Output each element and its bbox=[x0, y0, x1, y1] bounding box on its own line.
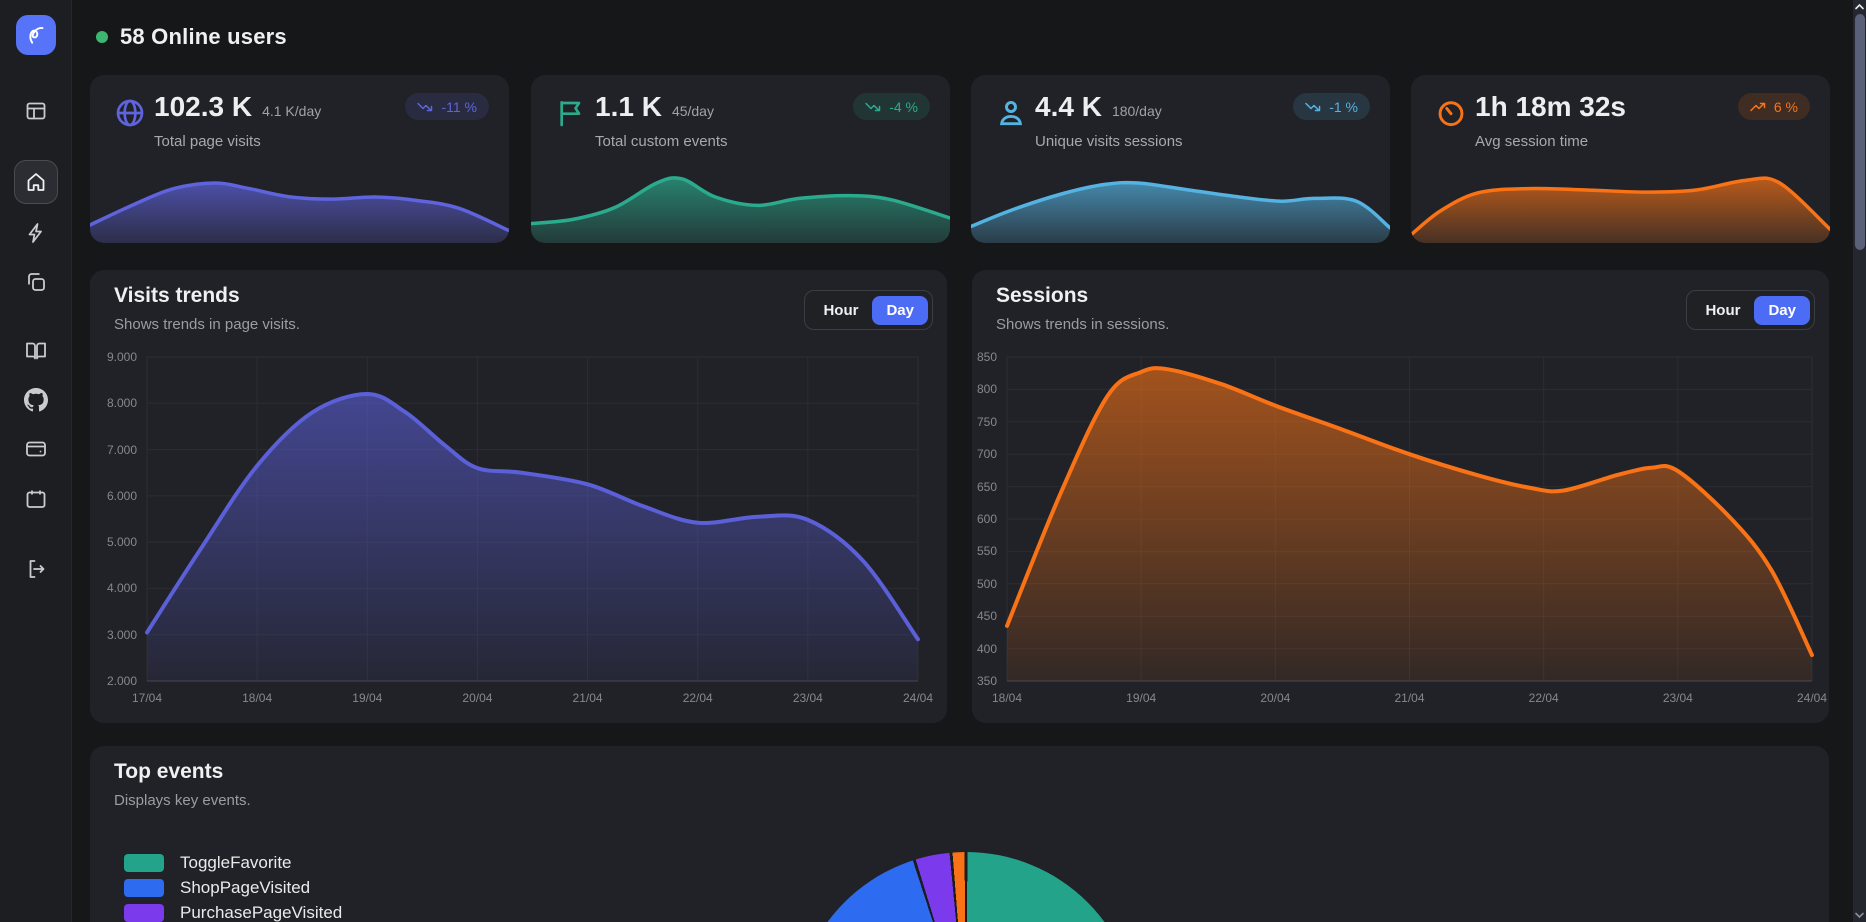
legend-item-shoppagevisited[interactable]: ShopPageVisited bbox=[124, 878, 342, 897]
stat-per-day: 4.1 K/day bbox=[262, 103, 322, 119]
scrollbar-thumb[interactable] bbox=[1854, 14, 1865, 250]
zap-icon bbox=[24, 221, 48, 245]
panel-subtitle: Displays key events. bbox=[114, 792, 251, 809]
online-users-header: 58 Online users bbox=[96, 24, 287, 50]
calendar-icon bbox=[24, 487, 48, 511]
stat-sparkline bbox=[90, 181, 509, 243]
stat-label: Total custom events bbox=[595, 133, 728, 150]
top-events-pie-chart[interactable] bbox=[794, 852, 1138, 922]
stat-label: Unique visits sessions bbox=[1035, 133, 1183, 150]
panel-title: Sessions bbox=[996, 284, 1089, 307]
app-logo[interactable] bbox=[16, 15, 56, 55]
home-icon bbox=[24, 170, 48, 194]
sidebar-item-pages[interactable] bbox=[14, 260, 58, 304]
trend-badge: -4 % bbox=[853, 93, 930, 120]
stat-card-page-visits: 102.3 K 4.1 K/day Total page visits -11 … bbox=[90, 75, 509, 243]
stat-sparkline bbox=[531, 176, 950, 243]
panel-title: Top events bbox=[114, 760, 224, 783]
stat-value: 102.3 K bbox=[154, 91, 253, 122]
stat-label: Avg session time bbox=[1475, 133, 1589, 150]
legend-item-togglefavorite[interactable]: ToggleFavorite bbox=[124, 853, 342, 872]
stat-per-day: 180/day bbox=[1111, 103, 1162, 119]
sidebar-item-docs[interactable] bbox=[14, 329, 58, 373]
globe-icon bbox=[114, 97, 146, 129]
online-status-dot bbox=[96, 31, 108, 43]
legend-label: PurchasePageVisited bbox=[180, 903, 343, 922]
trend-badge-text: -11 % bbox=[441, 98, 477, 115]
hour-toggle-button[interactable]: Hour bbox=[809, 296, 872, 325]
stat-value: 1h 18m 32s bbox=[1475, 91, 1626, 122]
logout-icon bbox=[24, 557, 48, 581]
panel-subtitle: Shows trends in sessions. bbox=[996, 316, 1170, 333]
stat-sparkline bbox=[971, 180, 1390, 243]
trend-down-icon bbox=[417, 102, 433, 111]
sidebar-item-calendar[interactable] bbox=[14, 477, 58, 521]
panel-subtitle: Shows trends in page visits. bbox=[114, 316, 300, 333]
sidebar-item-logout[interactable] bbox=[14, 547, 58, 591]
flag-icon bbox=[555, 97, 587, 129]
sidebar-item-billing[interactable] bbox=[14, 427, 58, 471]
trend-down-icon bbox=[1305, 102, 1321, 111]
sidebar bbox=[0, 0, 72, 922]
sessions-panel: Sessions Shows trends in sessions. Hour … bbox=[972, 270, 1829, 723]
trend-badge-text: -4 % bbox=[889, 98, 918, 115]
stat-per-day: 45/day bbox=[671, 103, 714, 119]
legend-swatch bbox=[124, 879, 164, 897]
trend-up-icon bbox=[1750, 102, 1766, 111]
visits-interval-toggle: Hour Day bbox=[804, 290, 933, 330]
day-toggle-button[interactable]: Day bbox=[1754, 295, 1810, 325]
stat-label: Total page visits bbox=[154, 133, 261, 150]
trend-badge: -11 % bbox=[405, 93, 489, 120]
trend-badge: -1 % bbox=[1293, 93, 1370, 120]
legend-swatch bbox=[124, 854, 164, 872]
visits-trends-panel: Visits trends Shows trends in page visit… bbox=[90, 270, 947, 723]
online-users-count: 58 Online users bbox=[120, 24, 287, 49]
sessions-chart[interactable] bbox=[972, 270, 1829, 723]
trend-down-icon bbox=[865, 102, 881, 111]
scroll-up-arrow[interactable] bbox=[1853, 0, 1866, 14]
book-icon bbox=[24, 339, 48, 363]
trend-badge-text: -1 % bbox=[1329, 98, 1358, 115]
wallet-icon bbox=[24, 437, 48, 461]
panel-title: Visits trends bbox=[114, 284, 240, 307]
stat-sparkline bbox=[1411, 176, 1830, 243]
visits-trends-chart[interactable] bbox=[90, 270, 947, 723]
sidebar-item-home[interactable] bbox=[14, 160, 58, 204]
scroll-down-arrow[interactable] bbox=[1853, 908, 1866, 922]
hour-toggle-button[interactable]: Hour bbox=[1691, 296, 1754, 325]
legend-label: ShopPageVisited bbox=[180, 878, 311, 897]
stat-card-session-time: 1h 18m 32s Avg session time 6 % bbox=[1411, 75, 1830, 243]
copy-icon bbox=[24, 270, 48, 294]
top-events-panel: Top events Displays key events. ToggleFa… bbox=[90, 746, 1829, 922]
legend-label: ToggleFavorite bbox=[180, 853, 292, 872]
stat-value: 1.1 K bbox=[595, 91, 662, 122]
github-icon bbox=[24, 388, 48, 412]
legend-item-purchasepagevisited[interactable]: PurchasePageVisited bbox=[124, 903, 343, 922]
pie-legend: ToggleFavorite ShopPageVisited PurchaseP… bbox=[124, 853, 343, 922]
stat-card-custom-events: 1.1 K 45/day Total custom events -4 % bbox=[531, 75, 950, 243]
user-icon bbox=[995, 97, 1027, 129]
sidebar-item-realtime[interactable] bbox=[14, 211, 58, 255]
stat-value: 4.4 K bbox=[1035, 91, 1102, 122]
layout-icon bbox=[24, 99, 48, 123]
timer-icon bbox=[1435, 97, 1467, 129]
day-toggle-button[interactable]: Day bbox=[872, 295, 928, 325]
legend-swatch bbox=[124, 904, 164, 922]
page-scrollbar bbox=[1853, 0, 1866, 922]
trend-badge-text: 6 % bbox=[1773, 98, 1798, 115]
stat-card-unique-sessions: 4.4 K 180/day Unique visits sessions -1 … bbox=[971, 75, 1390, 243]
sessions-interval-toggle: Hour Day bbox=[1686, 290, 1815, 330]
trend-badge: 6 % bbox=[1737, 93, 1810, 120]
analytics-logo-icon bbox=[23, 21, 49, 50]
sidebar-item-github[interactable] bbox=[14, 378, 58, 422]
sidebar-item-panels[interactable] bbox=[14, 89, 58, 133]
